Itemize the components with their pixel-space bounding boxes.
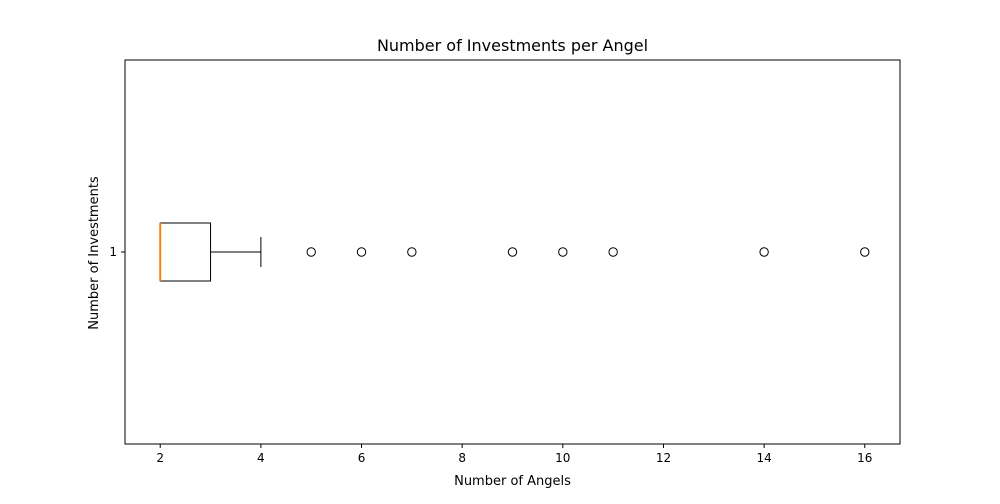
outlier-point bbox=[558, 247, 568, 257]
x-tick-label: 10 bbox=[555, 451, 570, 465]
y-tick-label: 1 bbox=[109, 245, 117, 259]
outlier-point bbox=[356, 247, 367, 257]
x-tick-label: 8 bbox=[458, 451, 466, 465]
x-tick-label: 2 bbox=[156, 451, 164, 465]
x-tick-label: 4 bbox=[257, 451, 265, 465]
x-axis-label: Number of Angels bbox=[454, 474, 571, 489]
x-tick-label: 14 bbox=[756, 451, 771, 465]
x-tick-label: 12 bbox=[656, 451, 671, 465]
iqr-box bbox=[159, 222, 212, 282]
chart-title: Number of Investments per Angel bbox=[377, 36, 648, 55]
plot-area: 2 4 6 8 10 12 14 16 1 bbox=[109, 59, 901, 465]
outlier-point bbox=[608, 247, 618, 257]
y-axis-label: Number of Investments bbox=[87, 176, 102, 330]
x-tick-label: 16 bbox=[857, 451, 872, 465]
outlier-point bbox=[306, 247, 316, 257]
x-tick-label: 6 bbox=[358, 451, 366, 465]
outlier-point bbox=[759, 247, 769, 257]
outlier-point bbox=[407, 247, 417, 257]
outlier-point bbox=[507, 247, 518, 257]
outlier-point bbox=[860, 247, 870, 257]
